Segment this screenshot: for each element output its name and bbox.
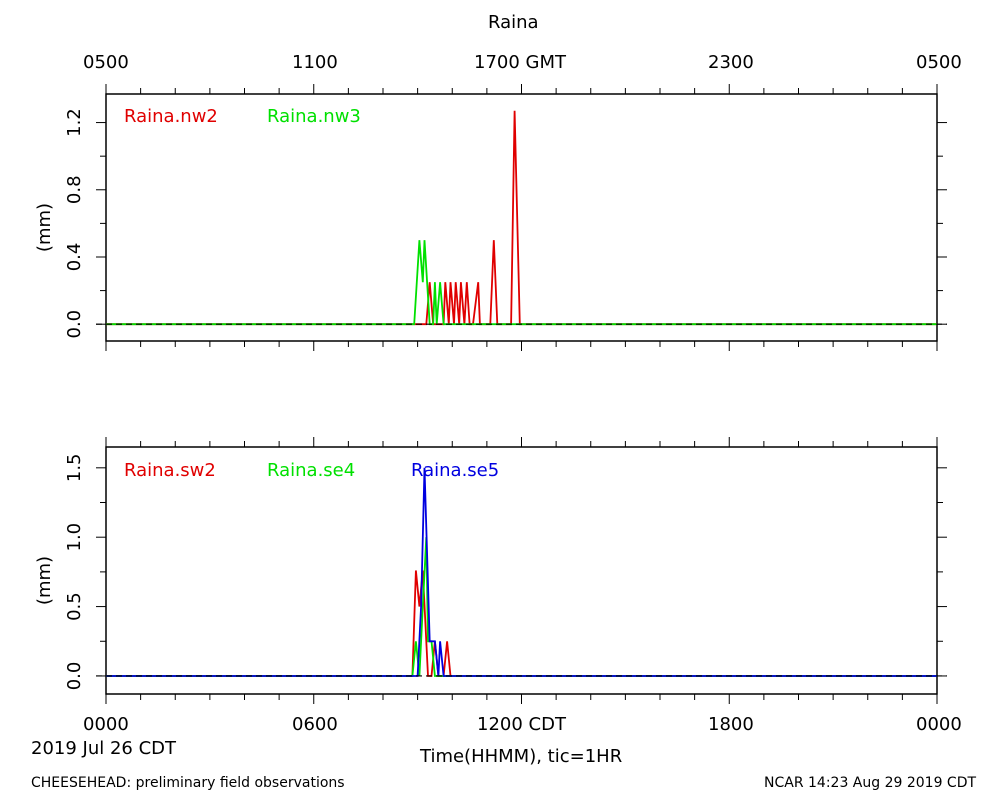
legend-entry: Raina.se4	[267, 460, 355, 481]
series-line-Raina-nw3	[106, 240, 937, 326]
series-line-Raina-se5	[106, 467, 937, 677]
date-label: 2019 Jul 26 CDT	[31, 738, 177, 759]
y-axis-label: (mm)	[34, 556, 55, 605]
y-tick-label: 0.8	[64, 175, 85, 204]
footer-left: CHEESEHEAD: preliminary field observatio…	[31, 775, 345, 791]
legend-entry: Raina.sw2	[124, 460, 216, 481]
footer-right: NCAR 14:23 Aug 29 2019 CDT	[764, 775, 977, 791]
top-tick-label: 2300	[708, 52, 754, 73]
legend-entry: Raina.nw2	[124, 106, 218, 127]
x-axis-label: Time(HHMM), tic=1HR	[420, 746, 623, 767]
y-tick-label: 1.0	[64, 523, 85, 552]
y-tick-label: 1.2	[64, 108, 85, 137]
series-line-Raina-nw2	[106, 110, 937, 326]
chart-title: Raina	[488, 12, 539, 33]
y-tick-label: 0.4	[64, 243, 85, 272]
legend-entry: Raina.nw3	[267, 106, 361, 127]
top-tick-label: 1100	[292, 52, 338, 73]
series-line-Raina-sw2	[106, 570, 937, 677]
top-tick-label: 0500	[916, 52, 962, 73]
top-tick-label: 1700 GMT	[474, 52, 567, 73]
plot-frame-2	[105, 446, 938, 695]
bottom-tick-label: 0000	[83, 714, 129, 735]
plot-frame-1	[105, 93, 938, 342]
y-tick-label: 0.5	[64, 592, 85, 621]
top-tick-label: 0500	[83, 52, 129, 73]
y-tick-label: 0.0	[64, 662, 85, 691]
series-line-Raina-se4	[106, 537, 937, 677]
legend-entry: Raina.se5	[411, 460, 499, 481]
bottom-tick-label: 0600	[292, 714, 338, 735]
bottom-tick-label: 1200 CDT	[477, 714, 566, 735]
y-axis-label: (mm)	[34, 203, 55, 252]
y-tick-label: 1.5	[64, 453, 85, 482]
bottom-tick-label: 1800	[708, 714, 754, 735]
bottom-tick-label: 0000	[916, 714, 962, 735]
y-tick-label: 0.0	[64, 310, 85, 339]
